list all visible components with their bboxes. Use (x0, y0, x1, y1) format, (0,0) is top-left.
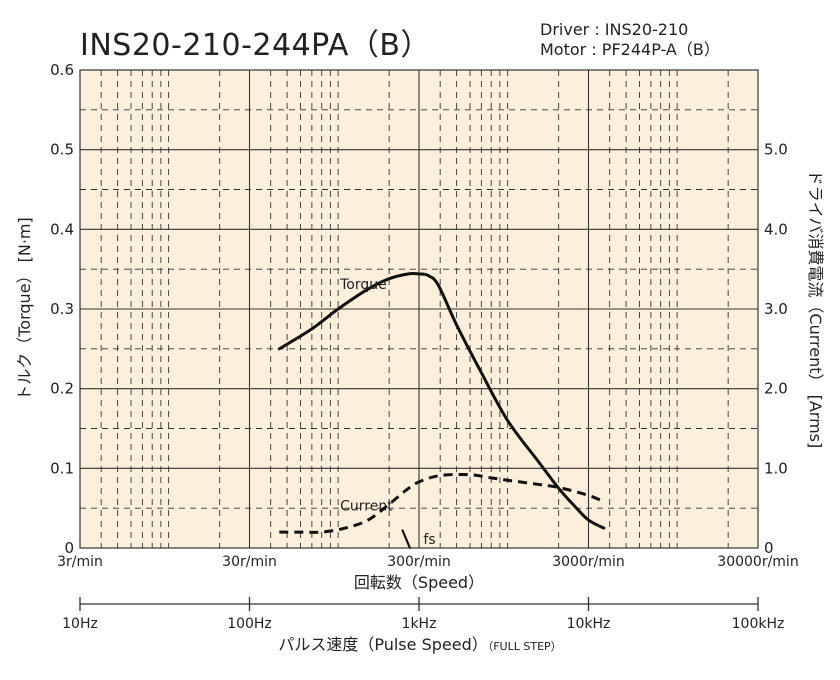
x-tick-label: 300r/min (387, 554, 451, 570)
motor-label: Motor : PF244P-A（B） (540, 40, 720, 59)
x-tick-label: 3000r/min (552, 554, 625, 570)
x-axis-label: 回転数（Speed） (354, 573, 484, 592)
annotation-torque: Torque (339, 277, 387, 293)
y-right-tick-label: 0 (764, 539, 774, 557)
y-left-tick-label: 0 (64, 539, 74, 557)
pulse-tick-label: 10kHz (567, 616, 611, 632)
x-tick-label: 30000r/min (717, 554, 798, 570)
plot-frame (79, 69, 759, 549)
pulse-tick-label: 10Hz (62, 616, 98, 632)
pulse-axis-note: （FULL STEP） (488, 640, 562, 653)
series-current-line (279, 472, 605, 534)
y-right-tick-label: 3.0 (764, 300, 788, 318)
y-left-tick-label: 0.1 (50, 459, 74, 477)
y-left-tick-label: 0.4 (50, 220, 74, 238)
y-left-tick-label: 0.3 (50, 300, 74, 318)
x-tick-label: 30r/min (222, 554, 277, 570)
series-torque-line (277, 271, 606, 530)
y-right-tick-label: 2.0 (764, 380, 788, 398)
y-left-tick-label: 0.5 (50, 141, 74, 159)
y-right-tick-label: 1.0 (764, 459, 788, 477)
spec-block: Driver : INS20-210 Motor : PF244P-A（B） (540, 20, 720, 60)
series-fs-line (401, 529, 411, 550)
pulse-tick-label: 100kHz (732, 616, 785, 632)
y-right-tick-label: 5.0 (764, 141, 788, 159)
pulse-axis-label: パルス速度（Pulse Speed）（FULL STEP） (278, 635, 561, 654)
chart-title: INS20-210-244PA（B） (80, 28, 431, 63)
labels-layer: 0 0.1 0.2 0.3 0.4 0.5 0.6 0 1.0 2.0 3.0 4.0 5.0 3r/mi… (15, 61, 825, 654)
pulse-tick-label: 100Hz (227, 616, 272, 632)
y-right-axis-label: ドライバ消費電流（Current） [Arms] (806, 170, 825, 449)
pulse-tick-label: 1kHz (402, 616, 437, 632)
y-left-tick-label: 0.2 (50, 380, 74, 398)
annotation-fs: fs (423, 532, 435, 548)
grid-layer (80, 70, 758, 548)
driver-label: Driver : INS20-210 (540, 20, 689, 39)
y-left-axis-label: トルク（Torque） [N·m] (15, 217, 34, 401)
y-left-tick-label: 0.6 (50, 61, 74, 79)
y-right-tick-label: 4.0 (764, 220, 788, 238)
annotation-current: Current (340, 499, 393, 515)
series-layer (277, 271, 606, 550)
x-tick-label: 3r/min (57, 554, 103, 570)
